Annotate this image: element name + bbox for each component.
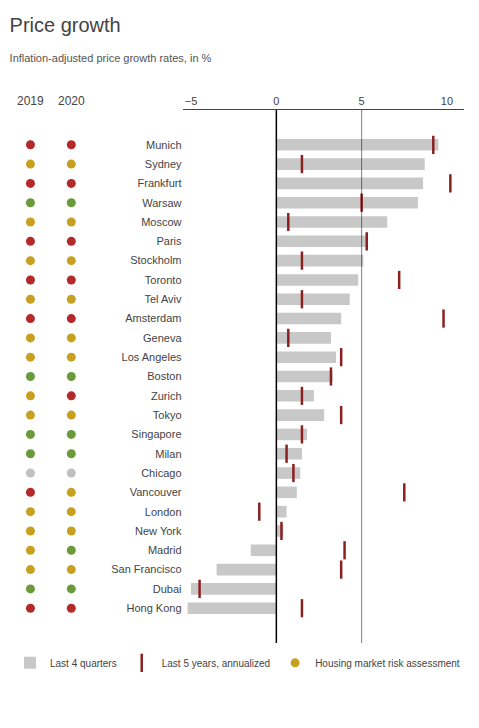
svg-text:Zurich: Zurich (151, 390, 182, 402)
svg-text:Toronto: Toronto (145, 274, 182, 286)
svg-text:Chicago: Chicago (141, 467, 181, 479)
svg-text:Paris: Paris (156, 235, 182, 247)
svg-text:Amsterdam: Amsterdam (125, 312, 181, 324)
svg-text:Tel Aviv: Tel Aviv (144, 293, 182, 305)
svg-text:10: 10 (441, 95, 453, 107)
svg-text:5: 5 (359, 95, 365, 107)
svg-text:Sydney: Sydney (145, 158, 182, 170)
svg-text:Hong Kong: Hong Kong (126, 602, 181, 614)
svg-text:2019: 2019 (17, 94, 44, 108)
svg-text:Dubai: Dubai (153, 583, 182, 595)
svg-text:Frankfurt: Frankfurt (138, 177, 182, 189)
svg-text:Vancouver: Vancouver (130, 486, 182, 498)
svg-text:Los Angeles: Los Angeles (122, 351, 182, 363)
svg-text:Price growth: Price growth (10, 14, 121, 36)
svg-text:New York: New York (135, 525, 182, 537)
svg-text:Madrid: Madrid (148, 544, 182, 556)
svg-text:San Francisco: San Francisco (111, 563, 181, 575)
svg-text:Warsaw: Warsaw (142, 197, 181, 209)
svg-text:0: 0 (273, 95, 279, 107)
svg-text:Last 5 years, annualized: Last 5 years, annualized (162, 658, 270, 669)
svg-text:Housing market risk assessment: Housing market risk assessment (315, 658, 460, 669)
svg-text:London: London (145, 506, 182, 518)
svg-text:Last 4 quarters: Last 4 quarters (50, 658, 117, 669)
svg-text:Geneva: Geneva (143, 332, 182, 344)
svg-text:−5: −5 (185, 95, 198, 107)
svg-text:2020: 2020 (58, 94, 85, 108)
svg-text:Munich: Munich (146, 139, 181, 151)
svg-text:Boston: Boston (147, 370, 181, 382)
svg-text:Stockholm: Stockholm (130, 254, 181, 266)
svg-text:Milan: Milan (155, 448, 181, 460)
svg-text:Inflation-adjusted price growt: Inflation-adjusted price growth rates, i… (10, 52, 212, 64)
svg-text:Moscow: Moscow (141, 216, 181, 228)
svg-text:Tokyo: Tokyo (153, 409, 182, 421)
svg-text:Singapore: Singapore (131, 428, 181, 440)
